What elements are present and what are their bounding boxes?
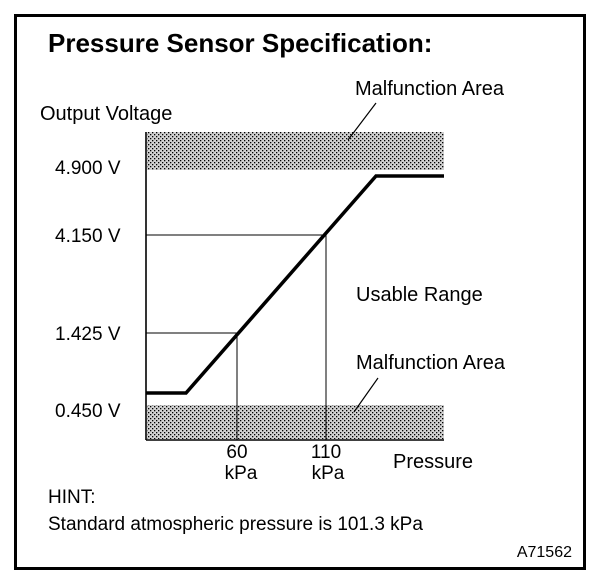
- lower-malfunction-area: [147, 405, 444, 439]
- y-tick-4900: 4.900 V: [55, 158, 121, 179]
- y-tick-0450: 0.450 V: [55, 401, 121, 422]
- usable-range-label: Usable Range: [356, 284, 483, 306]
- x-tick-60: 60: [226, 442, 247, 463]
- hint-heading: HINT:: [48, 487, 96, 508]
- lower-malfunction-leader: [353, 377, 379, 413]
- y-tick-1425: 1.425 V: [55, 324, 121, 345]
- figure-frame: [14, 14, 586, 570]
- upper-malfunction-area: [147, 132, 444, 170]
- y-tick-4150: 4.150 V: [55, 226, 121, 247]
- x-axis-label: Pressure: [393, 451, 473, 473]
- output-voltage-curve: [146, 174, 444, 395]
- x-tick-60-unit: kPa: [225, 463, 258, 484]
- hint-text: Standard atmospheric pressure is 101.3 k…: [48, 514, 423, 535]
- x-tick-110-unit: kPa: [312, 463, 345, 484]
- y-axis-label: Output Voltage: [40, 103, 172, 125]
- lower-malfunction-label: Malfunction Area: [356, 352, 506, 374]
- figure-id: A71562: [517, 544, 572, 561]
- x-tick-110: 110: [311, 442, 341, 463]
- upper-malfunction-leader: [347, 102, 377, 141]
- upper-malfunction-label: Malfunction Area: [355, 78, 505, 100]
- diagram-title: Pressure Sensor Specification:: [48, 28, 432, 58]
